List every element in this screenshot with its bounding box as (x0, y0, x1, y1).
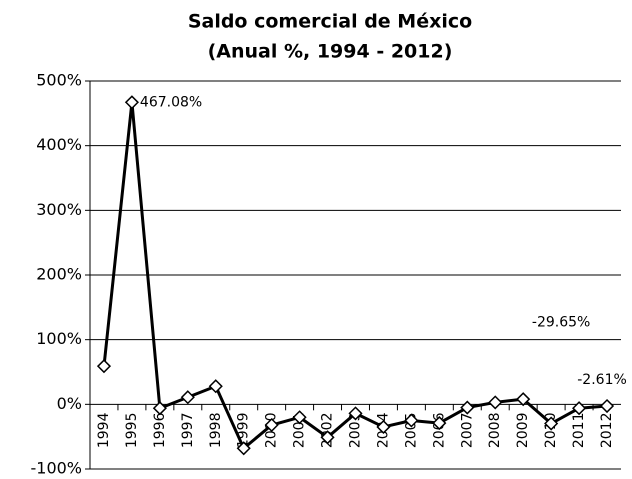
x-tick-label: 2003 (348, 413, 364, 449)
x-tick-label: 1995 (124, 413, 140, 449)
marker (376, 419, 391, 435)
y-tick-label: 200% (36, 265, 82, 284)
data-label: -29.65% (532, 315, 590, 331)
marker (124, 95, 139, 110)
x-tick-label: 2008 (487, 413, 503, 449)
marker (516, 392, 531, 407)
x-tick-label: 1996 (152, 412, 168, 448)
marker (264, 417, 279, 433)
marker (599, 398, 615, 414)
y-tick-label: 400% (36, 135, 82, 154)
y-tick-label: 300% (36, 200, 82, 219)
marker (432, 416, 447, 431)
y-tick-label: -100% (30, 459, 82, 478)
y-tick-label: 0% (57, 394, 82, 413)
x-tick-label: 2011 (571, 413, 587, 449)
marker (460, 400, 475, 415)
marker (208, 379, 223, 394)
marker (292, 410, 307, 425)
marker (236, 441, 251, 456)
x-tick-label: 1997 (180, 413, 196, 449)
marker (96, 359, 112, 374)
data-label: 467.08% (140, 94, 202, 110)
y-tick-label: 500% (36, 71, 82, 90)
x-tick-label: 1998 (208, 413, 224, 449)
marker (544, 416, 559, 431)
marker (320, 430, 335, 445)
marker (348, 406, 363, 421)
marker (180, 390, 195, 405)
x-tick-label: 1994 (96, 412, 112, 448)
x-tick-label: 2007 (459, 413, 475, 449)
marker (152, 401, 167, 416)
data-label: -2.61% (577, 372, 627, 388)
marker (488, 395, 503, 410)
x-tick-label: 2009 (515, 413, 531, 449)
chart-subtitle: (Anual %, 1994 - 2012) (208, 41, 453, 63)
marker (572, 401, 587, 416)
chart-title: Saldo comercial de México (188, 11, 472, 33)
x-tick-label: 2012 (599, 413, 615, 449)
marker (404, 413, 419, 428)
y-tick-label: 100% (36, 329, 82, 348)
